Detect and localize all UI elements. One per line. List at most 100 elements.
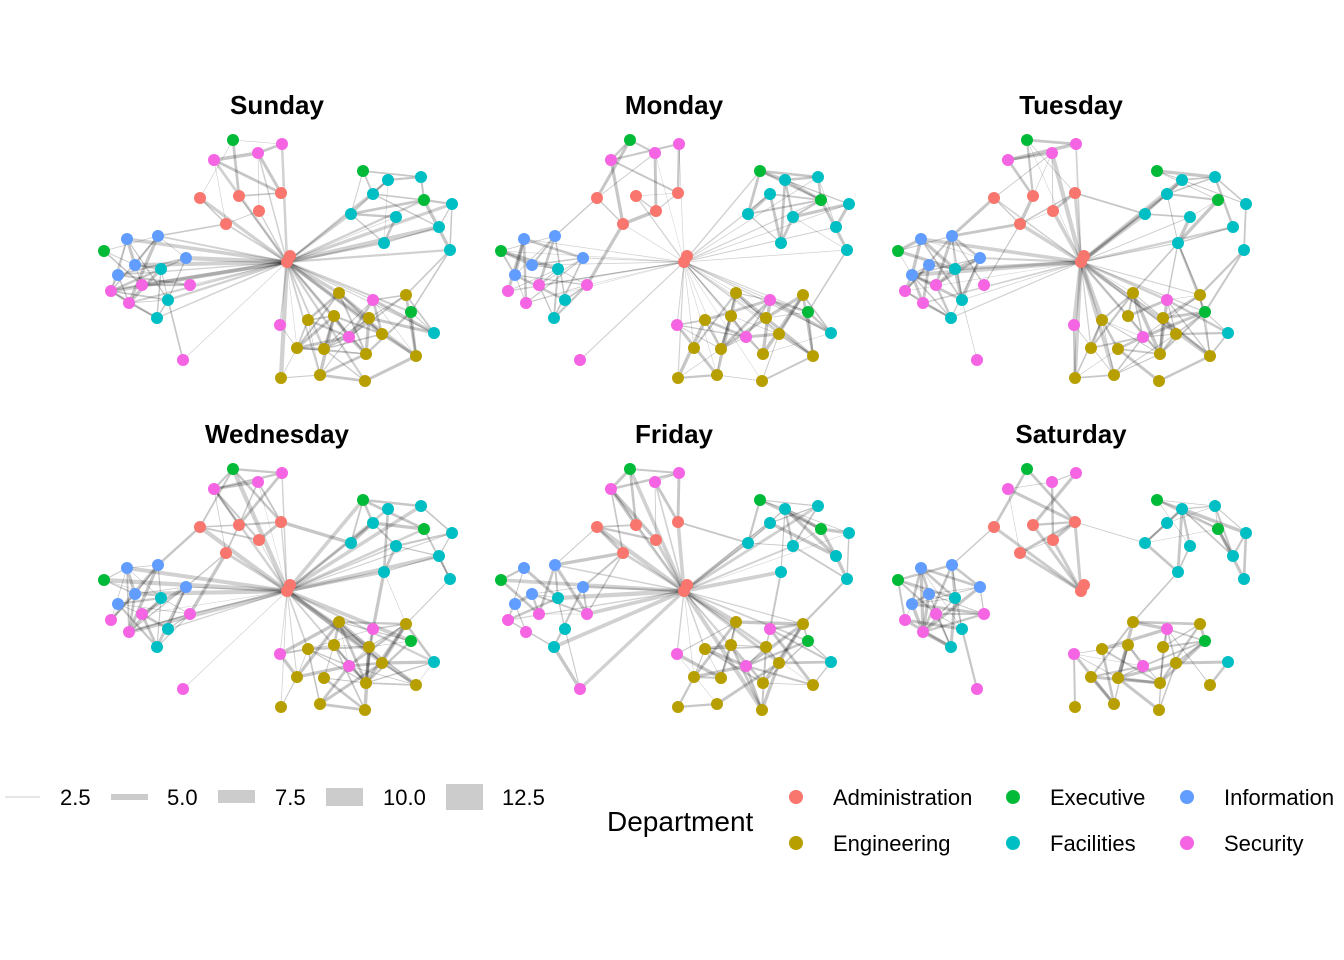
edge: [735, 620, 804, 626]
edge: [364, 623, 408, 684]
node: [433, 550, 445, 562]
node: [155, 263, 167, 275]
legend-key-dot: [1006, 836, 1020, 850]
edge: [676, 324, 747, 338]
node: [906, 269, 918, 281]
node: [672, 372, 684, 384]
node: [123, 626, 135, 638]
edge: [1132, 571, 1179, 623]
edge: [654, 481, 685, 592]
node: [162, 623, 174, 635]
edge: [585, 223, 625, 286]
node: [526, 259, 538, 271]
node: [405, 635, 417, 647]
node: [328, 639, 340, 651]
node: [518, 233, 530, 245]
edge: [364, 354, 417, 383]
node: [357, 494, 369, 506]
edge: [993, 152, 1053, 199]
edge: [256, 152, 283, 194]
edge: [1074, 521, 1146, 544]
node: [974, 581, 986, 593]
node: [1122, 639, 1134, 651]
edge: [783, 507, 838, 558]
edge: [1162, 623, 1201, 648]
edge: [1159, 311, 1206, 355]
edge: [286, 260, 340, 295]
edge: [1007, 142, 1077, 162]
edge: [1166, 628, 1211, 686]
node: [971, 354, 983, 366]
edge: [730, 315, 780, 335]
edge: [1132, 292, 1164, 319]
edge: [1074, 348, 1119, 379]
node: [220, 218, 232, 230]
edge: [759, 170, 822, 201]
edges: [897, 468, 1248, 712]
edge: [296, 664, 350, 679]
edge: [296, 314, 335, 350]
edge: [609, 159, 625, 225]
edge: [525, 261, 685, 304]
edge: [683, 176, 819, 263]
edge: [1080, 192, 1168, 264]
node: [649, 476, 661, 488]
edge: [225, 223, 288, 263]
edge: [682, 521, 772, 593]
edges: [103, 139, 453, 383]
node: [378, 237, 390, 249]
node: [227, 463, 239, 475]
edge: [333, 314, 383, 336]
node: [740, 331, 752, 343]
edge: [198, 525, 289, 593]
edge: [286, 202, 453, 264]
edge: [395, 545, 440, 557]
node: [730, 616, 742, 628]
edge: [167, 590, 288, 630]
edge: [1131, 292, 1162, 355]
edge: [189, 590, 288, 615]
edge: [792, 505, 819, 547]
node: [345, 208, 357, 220]
edge: [768, 628, 815, 686]
edge: [213, 488, 227, 554]
edge: [1175, 331, 1229, 336]
width-key-5.0: [111, 794, 148, 800]
node: [1070, 138, 1082, 150]
edge: [337, 620, 371, 649]
edge: [610, 488, 624, 554]
edge: [677, 261, 685, 379]
node: [930, 279, 942, 291]
edge: [1073, 653, 1076, 708]
node: [1085, 671, 1097, 683]
edge: [553, 589, 685, 649]
edge: [683, 261, 763, 382]
node: [1240, 198, 1252, 210]
edge: [286, 521, 374, 593]
edge: [232, 467, 283, 475]
node: [624, 463, 636, 475]
edge: [1080, 261, 1164, 319]
edge: [257, 481, 282, 523]
edge: [347, 299, 375, 338]
edge: [761, 299, 772, 355]
edge: [199, 468, 234, 528]
edge: [759, 498, 822, 531]
panel-monday: Monday: [495, 90, 855, 387]
node: [699, 314, 711, 326]
width-key-7.5: [218, 790, 255, 803]
edge: [185, 255, 288, 265]
node: [1151, 165, 1163, 177]
edge: [653, 152, 658, 212]
edges: [897, 138, 1247, 383]
node: [333, 616, 345, 628]
edge: [286, 504, 422, 593]
node: [1227, 221, 1239, 233]
node: [672, 701, 684, 713]
edge: [784, 178, 822, 202]
edge: [1177, 242, 1201, 296]
edge: [654, 539, 686, 592]
edge: [683, 170, 761, 263]
node: [725, 639, 737, 651]
edge: [910, 567, 923, 605]
